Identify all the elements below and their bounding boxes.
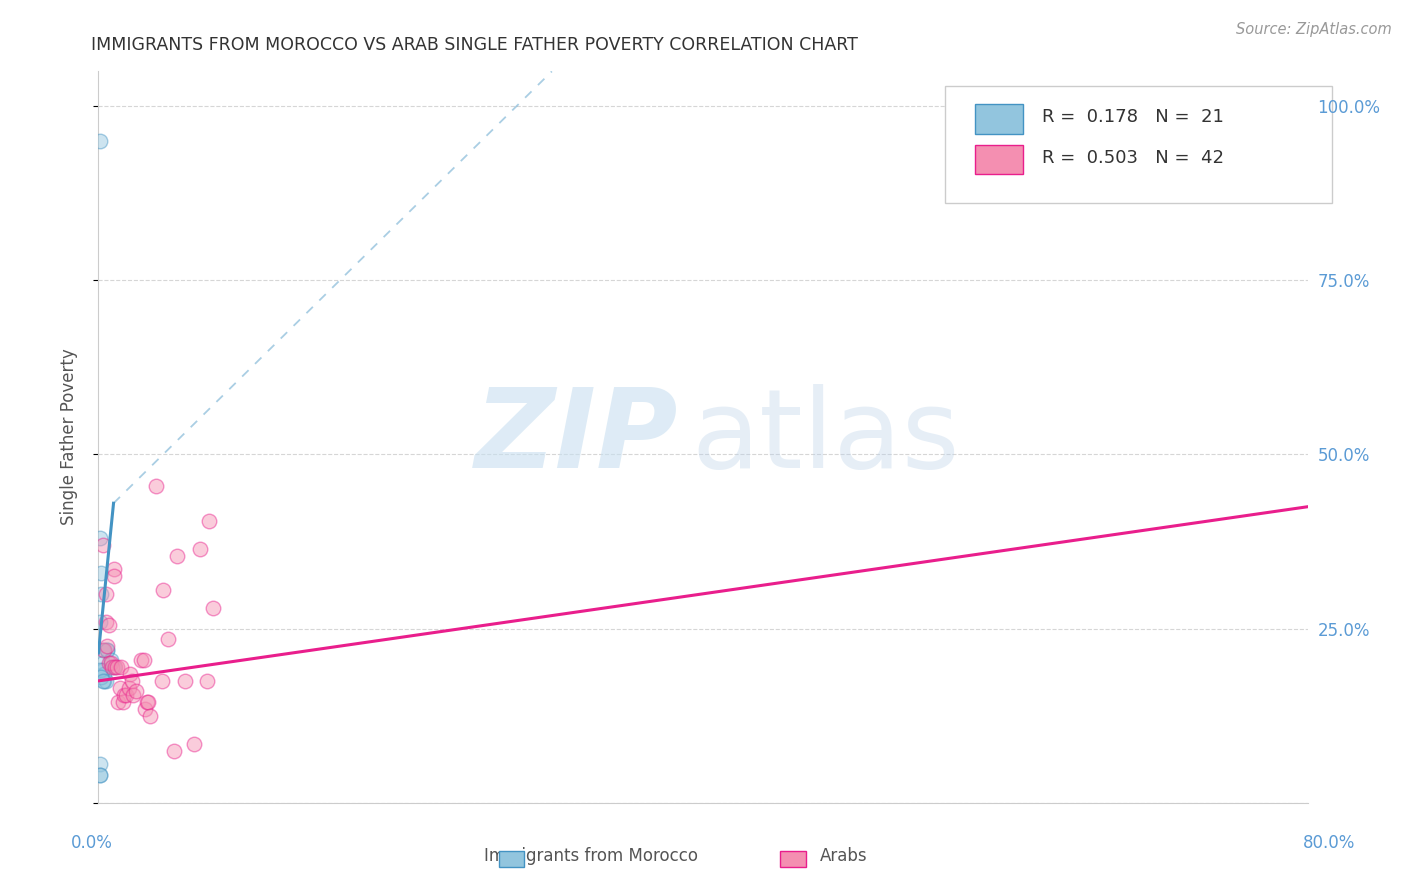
Point (89, 134, 111, 148)
Point (150, 673, 173, 688)
Point (96, 642, 118, 657)
Point (166, 549, 188, 563)
Point (101, 660, 124, 674)
Text: ZIP: ZIP (475, 384, 679, 491)
Point (135, 695, 157, 709)
Point (197, 514, 219, 528)
Text: atlas: atlas (690, 384, 959, 491)
Point (98, 657, 121, 671)
Point (118, 681, 141, 695)
Point (188, 541, 211, 556)
Point (152, 583, 174, 598)
Point (98, 618, 121, 632)
Point (91, 664, 114, 678)
Point (134, 702, 156, 716)
Text: 80.0%: 80.0% (1302, 834, 1355, 852)
Point (163, 743, 186, 757)
Point (104, 660, 127, 674)
Point (120, 667, 142, 681)
Point (108, 681, 131, 695)
Point (202, 600, 225, 615)
Point (89, 757, 111, 772)
Point (96, 639, 118, 653)
Point (94, 615, 117, 629)
Point (89, 615, 111, 629)
Point (125, 684, 148, 698)
Point (100, 653, 122, 667)
Text: IMMIGRANTS FROM MOROCCO VS ARAB SINGLE FATHER POVERTY CORRELATION CHART: IMMIGRANTS FROM MOROCCO VS ARAB SINGLE F… (91, 36, 858, 54)
Point (91, 642, 114, 657)
Point (103, 562, 125, 576)
Point (129, 653, 152, 667)
FancyBboxPatch shape (976, 104, 1024, 134)
Text: Immigrants from Morocco: Immigrants from Morocco (484, 847, 697, 865)
Y-axis label: Single Father Poverty: Single Father Poverty (59, 349, 77, 525)
Point (94, 587, 117, 601)
Point (91, 657, 114, 671)
Point (96, 642, 118, 657)
Point (183, 737, 205, 751)
Point (89, 664, 111, 678)
Point (173, 673, 195, 688)
Point (89, 768, 111, 782)
Point (122, 688, 145, 702)
Point (90, 566, 112, 580)
Point (136, 695, 159, 709)
FancyBboxPatch shape (945, 86, 1331, 203)
Point (121, 673, 143, 688)
Point (145, 479, 167, 493)
Point (94, 673, 117, 688)
Text: Source: ZipAtlas.com: Source: ZipAtlas.com (1236, 22, 1392, 37)
Point (93, 673, 115, 688)
Point (93, 642, 115, 657)
Point (90, 670, 112, 684)
Point (100, 657, 122, 671)
Point (89, 768, 111, 782)
Point (89, 531, 111, 545)
Point (114, 688, 136, 702)
Point (195, 673, 218, 688)
Point (93, 667, 115, 681)
Point (105, 660, 128, 674)
Point (156, 632, 179, 646)
Point (111, 695, 134, 709)
Point (103, 660, 125, 674)
Text: R =  0.503   N =  42: R = 0.503 N = 42 (1042, 149, 1223, 167)
Point (103, 569, 125, 583)
Point (112, 688, 135, 702)
Point (139, 708, 162, 723)
Point (107, 695, 129, 709)
Text: Arabs: Arabs (820, 847, 868, 865)
Text: R =  0.178   N =  21: R = 0.178 N = 21 (1042, 108, 1223, 126)
Point (132, 653, 155, 667)
Point (91, 673, 114, 688)
Text: 0.0%: 0.0% (70, 834, 112, 852)
Point (110, 660, 132, 674)
Point (90, 587, 112, 601)
FancyBboxPatch shape (976, 145, 1024, 174)
Point (91, 538, 114, 552)
